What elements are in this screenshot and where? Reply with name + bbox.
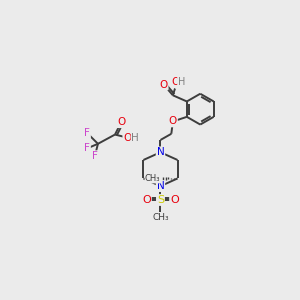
Text: O: O [170,195,179,205]
Text: O: O [160,80,168,89]
Text: F: F [84,143,90,153]
Text: F: F [84,128,90,138]
Text: CH₃: CH₃ [145,174,161,183]
Text: F: F [92,151,98,161]
Text: S: S [157,195,164,205]
Text: O: O [123,133,131,142]
Text: H: H [178,77,185,87]
Text: O: O [169,116,177,127]
Text: O: O [172,77,180,87]
Text: O: O [117,117,125,127]
Text: CH₃: CH₃ [152,213,169,222]
Text: O: O [142,195,151,205]
Text: N: N [157,147,164,157]
Text: H: H [176,78,183,88]
Text: N: N [157,181,164,191]
Text: H: H [131,133,139,142]
